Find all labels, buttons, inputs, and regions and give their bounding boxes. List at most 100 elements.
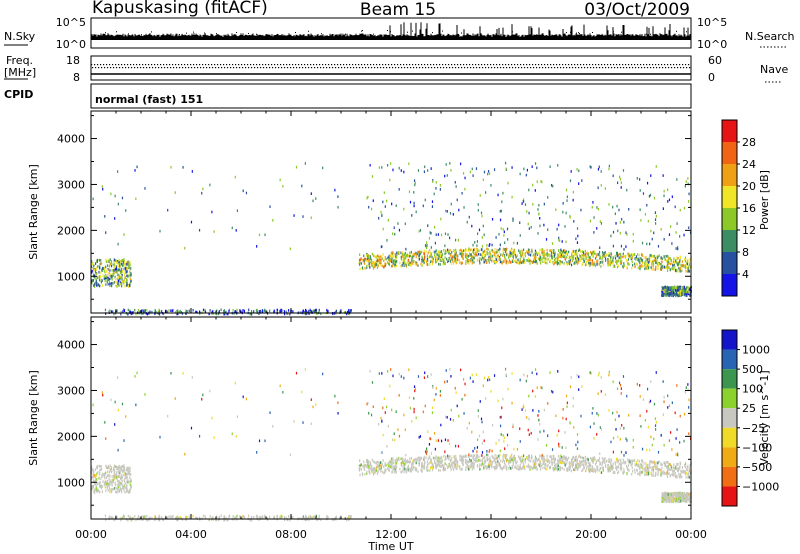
power-cell	[482, 224, 484, 228]
power-cell	[544, 260, 546, 263]
nave-dot	[274, 64, 276, 66]
power-cell	[462, 172, 465, 175]
velocity-cell	[236, 514, 238, 518]
velocity-cell	[128, 471, 130, 474]
power-cell	[601, 257, 603, 261]
velocity-cell	[432, 456, 435, 460]
power-cell	[675, 247, 677, 250]
power-cell	[109, 262, 111, 266]
power-cell	[553, 258, 556, 262]
power-cell	[594, 262, 596, 266]
power-cell	[533, 258, 536, 262]
velocity-cell	[106, 485, 108, 489]
power-cell	[391, 264, 393, 268]
nave-dot	[382, 64, 384, 66]
power-cell	[477, 203, 479, 206]
power-cell	[669, 292, 671, 295]
power-cell	[451, 250, 453, 254]
power-cell	[387, 256, 389, 260]
power-cell	[673, 257, 675, 261]
power-cell	[432, 179, 434, 182]
power-cell	[506, 227, 509, 231]
velocity-cell	[109, 481, 111, 485]
power-cell	[117, 282, 119, 286]
nave-dot	[616, 64, 618, 66]
velocity-cell	[113, 464, 115, 468]
velocity-cell	[637, 459, 639, 462]
power-cell	[622, 255, 624, 259]
power-cell	[421, 263, 423, 267]
power-cell	[470, 253, 472, 256]
nave-dot	[569, 67, 571, 69]
velocity-cell	[113, 518, 115, 522]
nave-dot	[113, 67, 115, 69]
nave-dot	[121, 64, 123, 66]
power-cell	[104, 215, 106, 218]
nave-dot	[599, 67, 601, 69]
power-cell	[631, 260, 633, 264]
power-cell	[527, 248, 530, 252]
power-cell	[101, 284, 104, 287]
power-cell	[202, 187, 204, 191]
power-cell	[412, 252, 414, 256]
power-cell	[549, 249, 551, 252]
power-cell	[413, 179, 416, 182]
velocity-cell	[146, 514, 148, 518]
velocity-cell	[119, 480, 121, 484]
nave-dot	[115, 64, 117, 66]
nave-dot	[535, 64, 537, 66]
power-cell	[576, 227, 579, 230]
velocity-cell	[663, 470, 665, 474]
power-cell	[425, 241, 428, 245]
nave-dot	[196, 64, 198, 66]
power-cell	[121, 284, 123, 288]
power-cell	[401, 264, 403, 267]
nave-dot	[220, 64, 222, 66]
velocity-cell	[326, 514, 328, 518]
power-cell	[447, 248, 449, 252]
power-cell	[347, 310, 349, 314]
power-cell	[566, 252, 568, 256]
velocity-cell	[561, 455, 563, 459]
power-cell	[512, 253, 514, 256]
nave-label: Nave	[760, 63, 788, 76]
power-cell	[94, 285, 96, 289]
power-cell	[578, 182, 580, 185]
power-cell	[119, 264, 121, 267]
velocity-cell	[651, 460, 653, 464]
velocity-cell	[563, 455, 565, 458]
power-cell	[295, 165, 298, 169]
power-cell	[521, 202, 523, 205]
power-cell	[596, 259, 598, 263]
nave-dot	[499, 64, 501, 66]
power-cell	[639, 264, 641, 268]
power-cell	[675, 291, 678, 295]
power-cell	[502, 254, 504, 257]
nave-dot	[649, 64, 651, 66]
power-cell	[660, 228, 662, 231]
nave-dot	[164, 67, 166, 69]
power-cell	[94, 282, 96, 286]
velocity-cell	[508, 462, 510, 465]
power-cell	[390, 251, 392, 255]
power-cell	[378, 258, 380, 262]
velocity-cell	[91, 485, 94, 488]
power-cell	[610, 261, 612, 265]
power-cell	[370, 257, 372, 261]
nave-dot	[653, 67, 655, 69]
nave-dot	[607, 64, 609, 66]
velocity-cell	[416, 467, 418, 471]
power-cell	[312, 309, 314, 313]
power-cell	[116, 284, 118, 288]
velocity-cell	[626, 471, 628, 475]
power-cell	[404, 222, 406, 226]
power-cell	[130, 267, 132, 270]
power-cell	[565, 211, 567, 215]
power-cell	[445, 163, 447, 166]
nave-dot	[491, 67, 493, 69]
power-cell	[289, 312, 291, 316]
velocity-cell	[649, 462, 651, 465]
velocity-cell	[97, 471, 99, 474]
power-cell	[121, 273, 123, 277]
power-cell	[363, 259, 365, 263]
